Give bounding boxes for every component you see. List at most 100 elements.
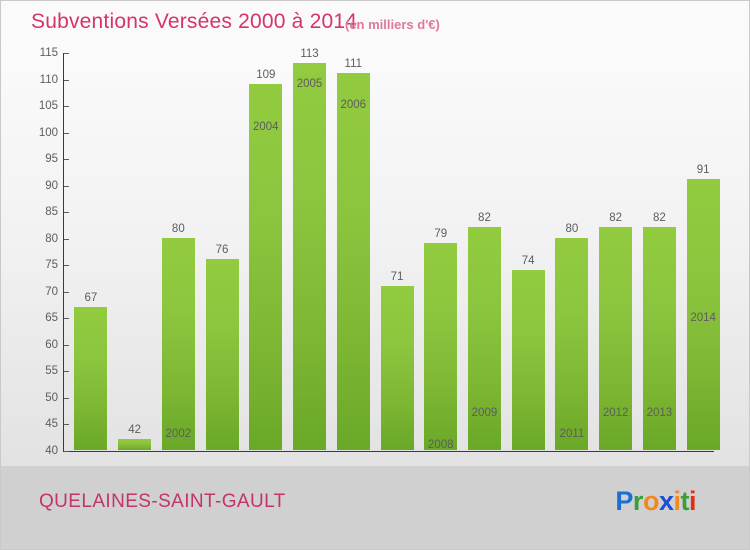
bar[interactable] xyxy=(205,258,239,450)
x-axis-label: 2004 xyxy=(253,120,279,133)
x-axis-line xyxy=(63,451,714,452)
logo-letter: x xyxy=(658,486,674,516)
logo-letter: o xyxy=(642,486,660,516)
bar-group[interactable]: 91 2014 xyxy=(686,164,720,450)
y-axis-label: 110 xyxy=(39,73,58,86)
y-axis-label: 70 xyxy=(45,285,58,298)
bar[interactable] xyxy=(380,285,414,450)
bar-group[interactable]: 79 2008 xyxy=(424,228,458,452)
y-axis-line xyxy=(63,53,64,452)
y-axis-label: 105 xyxy=(38,100,58,113)
y-axis-label: 90 xyxy=(45,179,58,192)
bar-value-label: 111 xyxy=(344,58,363,71)
bar-value-label: 80 xyxy=(565,222,579,235)
y-axis-tick xyxy=(64,397,69,399)
y-axis-label: 60 xyxy=(45,338,58,351)
bar[interactable] xyxy=(249,83,283,450)
bar-value-label: 74 xyxy=(521,254,535,267)
x-axis-label: 2011 xyxy=(559,428,585,441)
chart-footer: QUELAINES-SAINT-GAULT Proxiti xyxy=(1,466,749,549)
commune-name: QUELAINES-SAINT-GAULT xyxy=(39,491,286,512)
y-axis-label: 80 xyxy=(45,232,58,245)
y-axis-label: 55 xyxy=(45,365,58,378)
x-axis-label: 2006 xyxy=(340,99,367,112)
bar-value-label: 82 xyxy=(652,212,666,225)
bar-value-label: 91 xyxy=(696,164,710,177)
bar-value-label: 80 xyxy=(171,222,185,235)
x-axis-label: 2005 xyxy=(296,78,323,91)
bar[interactable] xyxy=(74,306,108,450)
bar-group[interactable]: 742010 xyxy=(511,255,545,504)
y-axis-tick xyxy=(64,53,69,54)
y-axis-tick xyxy=(64,212,69,214)
bar-group[interactable]: 672000 xyxy=(74,292,108,450)
bar[interactable] xyxy=(642,227,676,450)
y-axis-tick xyxy=(64,265,69,267)
bar-group[interactable]: 762003 xyxy=(205,244,239,483)
bar[interactable] xyxy=(118,439,152,450)
y-axis-label: 115 xyxy=(39,47,58,59)
bar[interactable] xyxy=(599,227,633,450)
bar[interactable] xyxy=(686,179,720,450)
x-axis-label: 2008 xyxy=(427,439,454,452)
bar-group[interactable]: 82 2009 xyxy=(467,212,501,450)
logo-letter: i xyxy=(673,486,681,516)
bar-group[interactable]: 80 2011 xyxy=(555,223,589,450)
logo-letter: i xyxy=(688,486,697,516)
x-axis-label: 2009 xyxy=(471,407,498,420)
chart-header: Subventions Versées 2000 à 2014 (en mill… xyxy=(1,1,749,41)
y-axis-tick xyxy=(64,132,69,134)
bar-value-label: 42 xyxy=(128,424,141,437)
bar-group[interactable]: 80 2002 xyxy=(161,223,195,450)
bar[interactable] xyxy=(336,73,370,450)
bar[interactable] xyxy=(293,62,327,450)
chart-subtitle: (en milliers d'€) xyxy=(345,17,440,32)
bar-value-label: 82 xyxy=(609,212,623,225)
y-axis-label: 50 xyxy=(45,391,58,404)
y-axis-tick xyxy=(64,291,69,293)
bar[interactable] xyxy=(511,269,545,450)
x-axis-label: 2002 xyxy=(165,428,192,441)
y-axis-label: 65 xyxy=(45,312,58,325)
bar-value-label: 79 xyxy=(434,228,448,241)
logo-letter: P xyxy=(615,486,633,516)
y-axis-tick xyxy=(64,424,69,426)
bar-value-label: 82 xyxy=(478,212,491,225)
x-axis-label: 2013 xyxy=(646,407,673,420)
y-axis-tick xyxy=(64,79,69,81)
bar-value-label: 71 xyxy=(390,270,404,283)
bar-value-label: 109 xyxy=(256,68,276,81)
bar[interactable] xyxy=(161,237,195,450)
y-axis-tick xyxy=(64,318,69,320)
bar-group[interactable]: 422001 xyxy=(118,424,152,450)
bar-group[interactable]: 82 2013 xyxy=(642,212,676,450)
bar-group[interactable]: 712007 xyxy=(380,271,414,536)
y-axis-label: 40 xyxy=(45,445,58,457)
bar-group[interactable]: 113 2005 xyxy=(293,48,327,450)
proxiti-logo[interactable]: Proxiti xyxy=(615,486,696,517)
bar-value-label: 76 xyxy=(215,243,229,256)
y-axis-tick xyxy=(64,451,69,452)
y-axis-tick xyxy=(64,238,69,240)
x-axis-label: 2014 xyxy=(690,311,716,324)
y-axis-label: 85 xyxy=(45,206,58,219)
y-axis-tick xyxy=(64,106,69,108)
x-axis-label: 2012 xyxy=(602,407,629,420)
logo-letter: r xyxy=(632,486,644,516)
y-axis-label: 45 xyxy=(45,418,58,431)
logo-letter: t xyxy=(680,486,689,516)
bar-value-label: 113 xyxy=(300,47,319,60)
y-axis-label: 95 xyxy=(45,153,58,166)
bar[interactable] xyxy=(424,243,458,450)
bar-group[interactable]: 82 2012 xyxy=(599,212,633,450)
bar-value-label: 67 xyxy=(84,291,98,304)
bar[interactable] xyxy=(467,227,501,450)
bar[interactable] xyxy=(555,237,589,450)
y-axis-label: 100 xyxy=(38,126,58,139)
bar-group[interactable]: 109 2004 xyxy=(249,69,283,450)
y-axis-label: 75 xyxy=(45,259,58,272)
bar-group[interactable]: 111 2006 xyxy=(336,58,370,450)
